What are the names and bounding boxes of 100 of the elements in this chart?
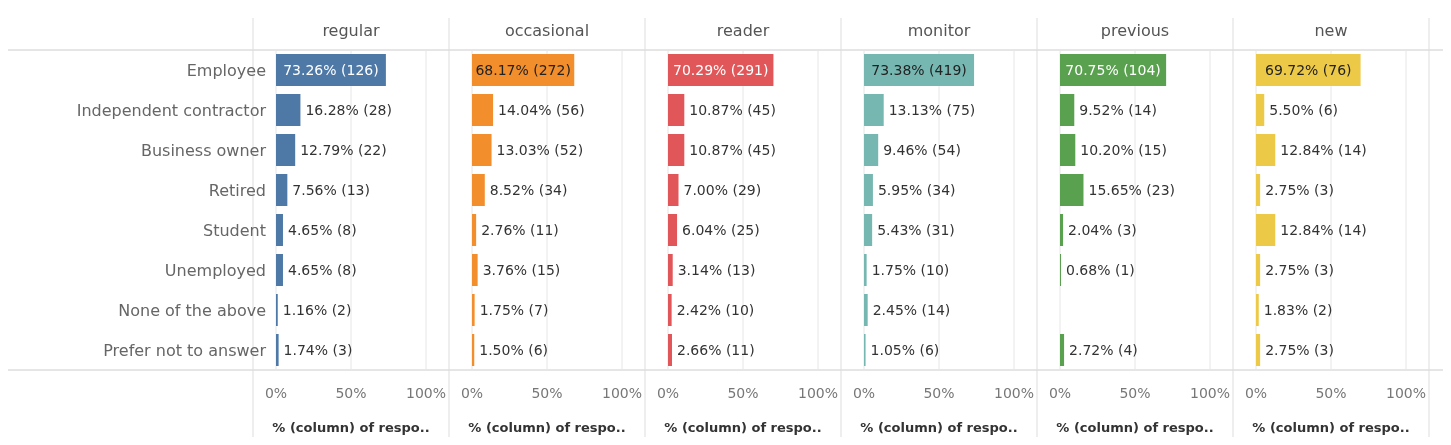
chart-title: previous [1100,21,1170,40]
bar [864,294,868,326]
data-label: 69.72% (76) [1265,61,1352,78]
data-label: 2.75% (3) [1265,181,1334,198]
data-label: 3.76% (15) [482,261,561,278]
x-axis-title: % (column) of respo.. [468,420,626,435]
data-label: 6.04% (25) [682,221,760,238]
data-label: 2.76% (11) [481,221,559,238]
bar [1256,214,1276,246]
data-label: 1.05% (6) [870,341,940,358]
bar [668,174,679,206]
x-tick-label: 50% [335,385,367,401]
x-tick-label: 100% [1189,385,1231,401]
bar [864,94,884,126]
data-label: 14.04% (56) [498,101,585,118]
data-label: 12.79% (22) [300,141,387,158]
data-label: 7.56% (13) [292,181,371,198]
x-tick-label: 50% [531,385,563,401]
data-label: 68.17% (272) [475,61,571,78]
data-label: 70.75% (104) [1065,61,1161,78]
bar [1256,174,1261,206]
y-tick-label: Employee [186,60,266,80]
data-label: 1.75% (7) [479,301,549,318]
y-tick-label: Student [203,220,266,240]
bar [1060,214,1064,246]
bar [864,174,873,206]
bar [276,94,301,126]
x-tick-label: 100% [405,385,447,401]
bar [472,294,475,326]
data-label: 13.03% (52) [496,141,584,158]
data-label: 5.50% (6) [1269,101,1339,118]
chart-title: reader [716,21,770,40]
chart-title: regular [322,21,381,40]
data-label: 0.68% (1) [1066,261,1135,278]
chart-title: monitor [907,21,971,40]
bar [1256,294,1259,326]
y-tick-label: None of the above [118,300,266,320]
x-tick-label: 0% [1244,385,1268,401]
data-label: 12.84% (14) [1280,141,1367,158]
data-label: 5.43% (31) [877,221,955,238]
bar [276,334,279,366]
bar [1060,94,1075,126]
y-tick-label: Business owner [140,140,267,160]
x-axis-title: % (column) of respo.. [664,420,822,435]
x-axis-title: % (column) of respo.. [1252,420,1410,435]
x-axis-title: % (column) of respo.. [272,420,430,435]
bar [668,254,673,286]
y-tick-label: Retired [208,180,266,200]
data-label: 2.72% (4) [1069,341,1138,358]
x-tick-label: 0% [1048,385,1072,401]
bar [1060,174,1084,206]
x-tick-label: 50% [727,385,759,401]
data-label: 13.13% (75) [888,101,976,118]
bar [1256,134,1276,166]
data-label: 10.87% (45) [689,141,776,158]
data-label: 2.04% (3) [1068,221,1137,238]
bar [472,254,478,286]
x-tick-label: 100% [601,385,643,401]
data-label: 2.42% (10) [676,301,755,318]
bar [864,254,867,286]
x-tick-label: 50% [1315,385,1347,401]
data-label: 4.65% (8) [287,221,357,238]
x-tick-label: 0% [460,385,484,401]
data-label: 73.38% (419) [871,61,967,78]
data-label: 9.46% (54) [883,141,961,158]
data-label: 2.75% (3) [1265,341,1334,358]
data-label: 1.83% (2) [1263,301,1333,318]
x-tick-label: 50% [1119,385,1151,401]
bar [276,134,296,166]
bar [668,214,678,246]
bar [472,214,477,246]
x-tick-label: 100% [1385,385,1427,401]
data-label: 1.74% (3) [283,341,353,358]
x-axis-title: % (column) of respo.. [860,420,1018,435]
data-label: 1.75% (10) [871,261,950,278]
bar [472,94,494,126]
bar [472,134,492,166]
bar [276,254,283,286]
x-tick-label: 0% [852,385,876,401]
bar [1256,254,1261,286]
bar [1060,334,1065,366]
data-label: 16.28% (28) [305,101,392,118]
bar [1256,94,1265,126]
data-label: 3.14% (13) [677,261,756,278]
data-label: 2.66% (11) [676,341,755,358]
x-tick-label: 50% [923,385,955,401]
y-tick-label: Prefer not to answer [103,340,267,360]
data-label: 9.52% (14) [1079,101,1157,118]
y-tick-label: Independent contractor [76,100,267,120]
bar [668,294,672,326]
chart-title: new [1314,21,1348,40]
data-label: 2.45% (14) [872,301,951,318]
x-tick-label: 0% [656,385,680,401]
bar [864,214,873,246]
y-tick-label: Unemployed [164,260,266,280]
x-tick-label: 0% [264,385,288,401]
data-label: 12.84% (14) [1280,221,1367,238]
data-label: 15.65% (23) [1088,181,1176,198]
data-label: 10.87% (45) [689,101,776,118]
data-label: 7.00% (29) [683,181,762,198]
